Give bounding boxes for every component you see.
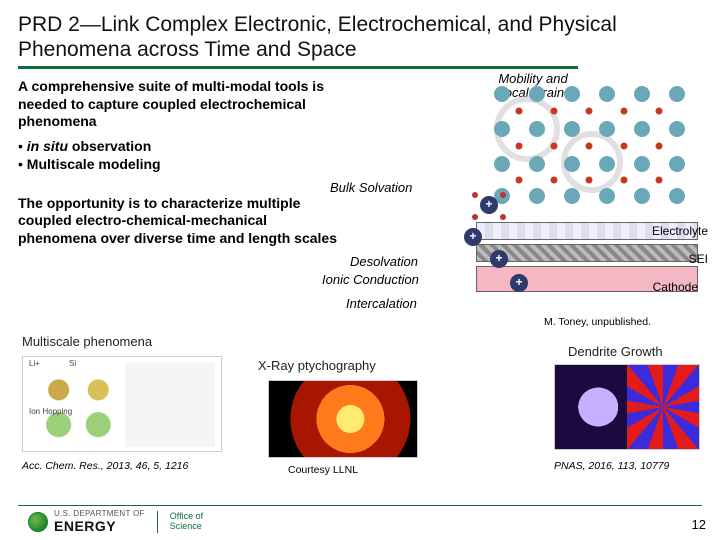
ion-plus-4: + — [510, 274, 528, 292]
mini-li: Li+ — [29, 359, 40, 368]
doe-logo: U.S. DEPARTMENT OF ENERGY Office of Scie… — [28, 509, 203, 534]
label-dendrite: Dendrite Growth — [568, 344, 663, 359]
credit-toney: M. Toney, unpublished. — [544, 316, 651, 328]
figure-xray — [268, 380, 418, 458]
bullet-1: in situ observation — [18, 137, 338, 155]
mini-atomic: Atomic Lattice: Li Insertion and Diffusi… — [135, 407, 219, 425]
page-number: 12 — [692, 517, 706, 532]
mini-si: Si — [69, 359, 76, 368]
doe-energy: ENERGY — [54, 518, 145, 534]
doe-seal-icon — [28, 512, 48, 532]
ion-plus-2: + — [464, 228, 482, 246]
doe-divider — [157, 511, 158, 533]
label-sei: SEI — [689, 252, 708, 266]
ion-plus-1: + — [480, 196, 498, 214]
mini-ionhop: Ion Hopping — [29, 407, 72, 416]
layer-sei — [476, 244, 698, 262]
credit-llnl: Courtesy LLNL — [288, 464, 358, 476]
title-underline — [18, 66, 578, 69]
credit-pnas: PNAS, 2016, 113, 10779 — [554, 460, 669, 472]
body-column: A comprehensive suite of multi-modal too… — [18, 78, 338, 253]
footer-rule — [18, 505, 702, 506]
credit-acr: Acc. Chem. Res., 2013, 46, 5, 1216 — [22, 460, 188, 472]
label-xray: X-Ray ptychography — [258, 358, 376, 373]
label-electrolyte: Electrolyte — [652, 224, 708, 238]
lattice-svg — [482, 74, 702, 204]
label-ionic-conduction: Ionic Conduction — [322, 272, 419, 287]
paragraph-2: The opportunity is to characterize multi… — [18, 195, 338, 248]
figure-multiscale: Li+ Si Unit Cell and Volume Expansion Io… — [22, 356, 222, 452]
bullet-2: Multiscale modeling — [18, 155, 338, 173]
bullet-list: in situ observation Multiscale modeling — [18, 137, 338, 173]
label-intercalation: Intercalation — [346, 296, 417, 311]
mini-unitcell: Unit Cell and Volume Expansion — [135, 363, 215, 381]
doe-science: Science — [170, 522, 203, 532]
figure-dendrite — [554, 364, 700, 450]
label-desolvation: Desolvation — [350, 254, 418, 269]
ion-plus-3: + — [490, 250, 508, 268]
schematic-diagram: Mobility and local strain + + + — [420, 74, 706, 334]
label-bulk-solvation: Bulk Solvation — [330, 180, 412, 195]
label-multiscale: Multiscale phenomena — [22, 334, 152, 349]
paragraph-1: A comprehensive suite of multi-modal too… — [18, 78, 338, 131]
label-cathode: Cathode — [653, 280, 698, 294]
slide-title: PRD 2—Link Complex Electronic, Electroch… — [18, 12, 702, 62]
doe-dept: U.S. DEPARTMENT OF — [54, 509, 145, 518]
